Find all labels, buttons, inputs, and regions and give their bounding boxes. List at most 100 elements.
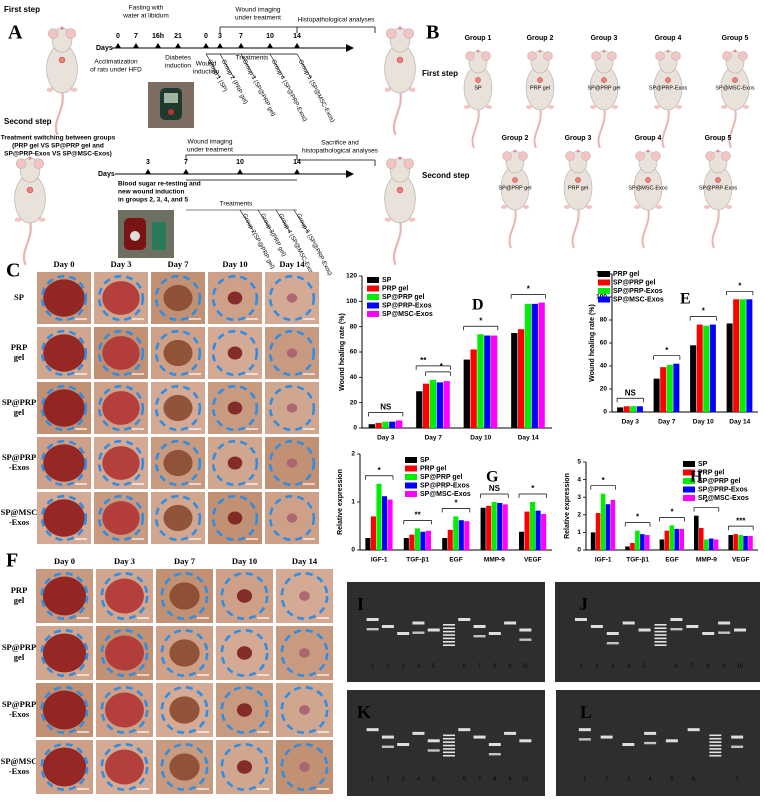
rule <box>240 53 256 79</box>
y-tick-label: 0 <box>577 547 581 554</box>
rat-wound <box>665 77 671 83</box>
rat-wound <box>732 77 738 83</box>
bar <box>477 334 484 428</box>
timeline-marker <box>133 43 139 48</box>
step-title: Second step <box>4 117 52 126</box>
bar <box>748 535 753 550</box>
gel-band <box>458 728 471 732</box>
rat-tail <box>728 107 737 149</box>
gel-band <box>412 631 425 634</box>
wound-area <box>286 458 298 468</box>
y-axis-label: Wound healing rate (%) <box>339 313 346 391</box>
bar <box>491 335 498 428</box>
gel-band <box>718 631 731 634</box>
bar <box>590 532 596 550</box>
rat-tail <box>392 220 402 266</box>
lane-label: 7 <box>736 776 739 782</box>
significance-label: * <box>454 499 458 508</box>
legend-swatch <box>683 461 695 467</box>
lane-label: 5 <box>670 776 673 782</box>
significance-label: * <box>636 513 640 522</box>
panel-letter: K <box>357 702 371 722</box>
rat-illustration <box>703 149 733 249</box>
lane-label: 5 <box>643 663 646 669</box>
bar <box>605 504 611 550</box>
timeline-note: under treatment <box>187 147 233 154</box>
rat-illustration <box>563 149 593 249</box>
timeline-tick: 21 <box>174 33 182 40</box>
wound-outline <box>160 686 209 734</box>
lane-label: 3 <box>402 776 405 782</box>
gel-band <box>366 728 379 732</box>
ladder-band <box>443 741 455 743</box>
y-tick-label: 4 <box>577 476 581 483</box>
timeline-note: (PRP gel VS SP@PRP gel and <box>12 143 104 150</box>
rat-wound <box>601 77 607 83</box>
lane-label: 8 <box>707 663 710 669</box>
gel-band <box>473 735 486 739</box>
wound-area <box>169 639 200 667</box>
x-tick-label: EGF <box>665 557 678 564</box>
rat-foot <box>70 87 78 92</box>
gel-band <box>366 618 379 621</box>
rat-foot <box>656 205 662 209</box>
y-axis-label: Relative expression <box>564 473 571 539</box>
timeline-note: Acclimatization <box>94 59 138 66</box>
group-diagonal: Group 3 (SP@PRP gel) <box>241 59 276 118</box>
rat-wound <box>26 186 34 194</box>
bar <box>645 535 650 550</box>
legend-swatch <box>598 288 610 294</box>
ladder-band <box>709 734 722 737</box>
bar <box>414 528 420 550</box>
y-tick-label: 60 <box>350 349 358 356</box>
x-tick-label: Day 10 <box>470 435 491 442</box>
significance-label: *** <box>736 516 746 525</box>
lane-label: 4 <box>649 776 652 782</box>
legend-label: SP <box>420 457 430 464</box>
bar <box>635 530 640 550</box>
rat-foot <box>721 105 727 109</box>
timeline-tick: 10 <box>266 33 274 40</box>
wound-area <box>286 293 298 303</box>
gel-image <box>347 690 545 796</box>
rat-nose <box>733 49 737 53</box>
bar <box>664 530 670 550</box>
rat-nose <box>476 49 480 53</box>
lane-label: 1 <box>579 663 582 669</box>
timeline-tick: 10 <box>236 159 244 166</box>
legend-label: PRP gel <box>420 465 446 472</box>
group-title: Group 3 <box>591 35 618 42</box>
legend-swatch <box>683 486 695 493</box>
lane-label: 7 <box>478 776 481 782</box>
timeline-note: Diabetes <box>165 55 191 62</box>
bar <box>733 299 740 412</box>
bar <box>738 535 743 550</box>
lane-label: 2 <box>595 663 598 669</box>
rat-wound <box>715 177 721 183</box>
rat-wound <box>58 56 66 64</box>
wound-area <box>102 336 140 370</box>
timeline-note: Wound imaging <box>187 139 232 146</box>
timeline-marker <box>175 43 181 48</box>
x-tick-label: VEGF <box>732 557 750 564</box>
wound-area <box>236 646 253 660</box>
y-tick-label: 80 <box>600 317 608 324</box>
row-label: PRP <box>11 585 28 595</box>
gel-band <box>412 731 425 735</box>
timeline-note: induction <box>165 63 191 70</box>
x-tick-label: Day 14 <box>518 435 539 442</box>
ladder-band <box>443 734 455 737</box>
wound-area <box>163 449 193 477</box>
legend-swatch <box>683 469 695 476</box>
rat-tail <box>54 90 64 136</box>
rule <box>257 209 273 233</box>
ladder-band <box>709 744 722 747</box>
wound-area <box>43 389 85 427</box>
bar <box>517 329 525 428</box>
group-treatment: SP@PRP gel <box>499 185 532 191</box>
gel-band <box>519 628 532 632</box>
rule <box>275 209 291 233</box>
legend-swatch <box>405 474 417 480</box>
gel-band <box>574 618 587 621</box>
bar <box>726 323 733 412</box>
